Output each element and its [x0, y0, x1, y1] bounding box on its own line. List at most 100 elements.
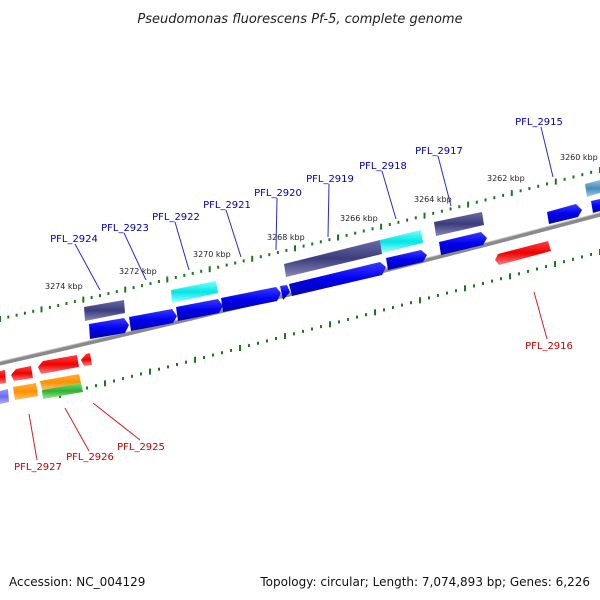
upper-tick-50: [423, 212, 426, 219]
upper-tick-28: [234, 261, 237, 265]
lower-tick-32: [347, 318, 349, 321]
upper-tick-24: [200, 269, 203, 273]
gene-violet-left[interactable]: [0, 389, 9, 404]
gene-pfl-2917-navy[interactable]: [434, 212, 484, 236]
lower-tick-40: [419, 297, 421, 304]
leader-pfl-2925: [92, 402, 141, 441]
gene-pfl-2927-orange[interactable]: [13, 383, 38, 400]
leader-pfl-2918: [381, 170, 397, 220]
gene-pfl-2915-sky[interactable]: [585, 180, 600, 197]
lower-tick-11: [158, 367, 160, 371]
lower-tick-48: [491, 279, 493, 283]
upper-tick-8: [65, 302, 68, 305]
label-pfl-2919[interactable]: PFL_2919: [306, 174, 354, 185]
leader-pfl-2924: [74, 243, 101, 291]
leader-pfl-2927: [28, 413, 38, 461]
upper-tick-21: [174, 275, 177, 279]
tick-label-3268: 3268 kbp: [267, 233, 305, 242]
tick-label-3272: 3272 kbp: [119, 267, 157, 276]
upper-tick-0: [0, 316, 1, 322]
upper-tick-63: [537, 184, 540, 188]
gene-pfl-2916-red[interactable]: [495, 241, 551, 265]
lower-tick-31: [338, 320, 340, 324]
label-pfl-2927[interactable]: PFL_2927: [14, 462, 62, 473]
gene-pfl-2918-cyan[interactable]: [380, 230, 423, 253]
gene-blue-1[interactable]: [89, 318, 129, 339]
gene-red-left-1[interactable]: [0, 370, 6, 384]
upper-tick-35: [294, 245, 296, 252]
upper-tick-37: [311, 242, 314, 246]
gene-blue-6[interactable]: [289, 262, 386, 296]
gene-blue-5[interactable]: [280, 285, 290, 300]
leader-pfl-2915: [540, 126, 554, 178]
gene-blue-7[interactable]: [386, 250, 427, 270]
label-pfl-2921[interactable]: PFL_2921: [203, 200, 251, 211]
upper-tick-62: [528, 187, 531, 190]
gene-red-left-3[interactable]: [38, 355, 79, 374]
gene-pfl-2922-cyan[interactable]: [171, 281, 218, 303]
lower-tick-59: [590, 252, 592, 256]
label-pfl-2920[interactable]: PFL_2920: [254, 188, 302, 199]
gene-blue-9[interactable]: [547, 204, 582, 224]
lower-tick-42: [437, 294, 439, 297]
lower-tick-23: [266, 339, 268, 343]
reverse-strand-genes: [0, 241, 551, 404]
gene-pfl-2925-green[interactable]: [42, 383, 83, 399]
upper-tick-9: [73, 300, 76, 303]
upper-tick-67: [572, 175, 575, 179]
lower-tick-18: [221, 351, 223, 355]
upper-tick-18: [149, 282, 152, 286]
lower-tick-43: [446, 291, 448, 295]
leader-pfl-2917: [437, 155, 452, 207]
gene-pfl-2926-orange[interactable]: [40, 374, 81, 390]
gene-blue-2[interactable]: [129, 309, 177, 331]
label-pfl-2918[interactable]: PFL_2918: [359, 161, 407, 172]
lower-tick-21: [248, 344, 250, 348]
upper-tick-38: [319, 240, 322, 244]
upper-tick-36: [302, 244, 305, 248]
lower-tick-50: [509, 273, 511, 280]
upper-tick-29: [242, 259, 245, 263]
label-pfl-2924[interactable]: PFL_2924: [50, 234, 98, 245]
gene-blue-10[interactable]: [591, 199, 600, 213]
label-pfl-2925[interactable]: PFL_2925: [117, 442, 165, 453]
label-pfl-2915[interactable]: PFL_2915: [515, 117, 563, 128]
gene-red-left-4[interactable]: [81, 353, 92, 366]
lower-tick-14: [185, 360, 187, 364]
gene-blue-4[interactable]: [221, 287, 281, 312]
gene-blue-3[interactable]: [176, 299, 223, 321]
tick-label-3262: 3262 kbp: [487, 174, 525, 183]
lower-tick-47: [482, 282, 484, 285]
lower-tick-8: [131, 374, 133, 378]
lower-tick-56: [563, 260, 565, 264]
upper-tick-69: [590, 170, 593, 174]
lower-tick-55: [554, 261, 556, 268]
lower-tick-39: [410, 301, 412, 305]
lower-tick-25: [284, 333, 286, 340]
gene-blue-8[interactable]: [439, 232, 487, 255]
lower-tick-13: [176, 363, 178, 366]
lower-tick-54: [545, 265, 547, 269]
lower-tick-7: [122, 377, 124, 381]
label-pfl-2916[interactable]: PFL_2916: [525, 341, 573, 352]
label-pfl-2923[interactable]: PFL_2923: [101, 223, 149, 234]
leader-pfl-2920: [275, 197, 278, 251]
upper-tick-52: [440, 209, 443, 213]
upper-tick-23: [191, 271, 194, 275]
lower-tick-53: [536, 267, 538, 271]
gene-pfl-2919-navy[interactable]: [284, 240, 382, 277]
lower-tick-24: [275, 337, 277, 340]
label-pfl-2926[interactable]: PFL_2926: [66, 452, 114, 463]
gene-pfl-2924-navy[interactable]: [84, 300, 125, 321]
upper-tick-65: [554, 178, 557, 185]
forward-strand-genes-inner: [89, 199, 600, 339]
upper-tick-61: [519, 189, 522, 193]
upper-tick-33: [276, 251, 279, 254]
upper-tick-39: [328, 238, 331, 242]
label-pfl-2917[interactable]: PFL_2917: [415, 146, 463, 157]
label-pfl-2922[interactable]: PFL_2922: [152, 212, 200, 223]
upper-tick-34: [285, 248, 288, 252]
upper-tick-47: [397, 220, 400, 224]
gene-red-left-2[interactable]: [11, 366, 33, 381]
